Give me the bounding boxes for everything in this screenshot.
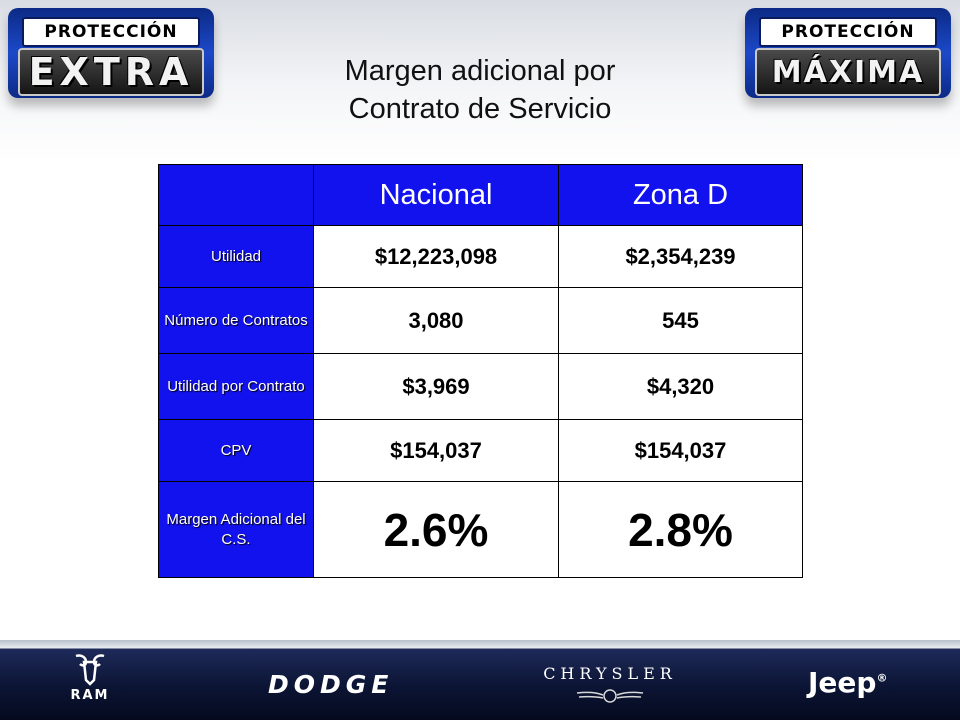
header-empty-cell bbox=[158, 164, 314, 226]
proteccion-maxima-logo: PROTECCIÓN MÁXIMA bbox=[745, 8, 951, 98]
table-row: Utilidad por Contrato $3,969 $4,320 bbox=[158, 353, 803, 420]
margin-table: Nacional Zona D Utilidad $12,223,098 $2,… bbox=[158, 164, 803, 578]
cell-cpv-zona-d: $154,037 bbox=[558, 419, 803, 482]
row-label-utilidad-por-contrato: Utilidad por Contrato bbox=[158, 353, 314, 420]
ram-text: RAM bbox=[70, 688, 110, 703]
table-header-row: Nacional Zona D bbox=[158, 164, 803, 226]
cell-contratos-zona-d: 545 bbox=[558, 287, 803, 354]
jeep-text: Jeep bbox=[808, 666, 877, 699]
table-row: CPV $154,037 $154,037 bbox=[158, 419, 803, 482]
cell-margen-nacional: 2.6% bbox=[313, 481, 559, 578]
logo-top-text: PROTECCIÓN bbox=[759, 17, 937, 47]
proteccion-extra-logo: PROTECCIÓN EXTRA bbox=[8, 8, 214, 98]
brand-footer-bar bbox=[0, 640, 960, 720]
row-label-utilidad: Utilidad bbox=[158, 225, 314, 288]
jeep-logo: Jeep® bbox=[808, 666, 887, 699]
cell-utilidad-contrato-zona-d: $4,320 bbox=[558, 353, 803, 420]
cell-contratos-nacional: 3,080 bbox=[313, 287, 559, 354]
cell-utilidad-contrato-nacional: $3,969 bbox=[313, 353, 559, 420]
title-line-1: Margen adicional por bbox=[344, 55, 616, 87]
row-label-margen-adicional: Margen Adicional del C.S. bbox=[158, 481, 314, 578]
table-row: Número de Contratos 3,080 545 bbox=[158, 287, 803, 354]
logo-bottom-text: EXTRA bbox=[18, 48, 204, 96]
table-row: Utilidad $12,223,098 $2,354,239 bbox=[158, 225, 803, 288]
dodge-logo: DODGE bbox=[268, 670, 394, 699]
jeep-registered-mark: ® bbox=[876, 671, 888, 685]
chrysler-logo: CHRYSLER bbox=[540, 664, 680, 703]
cell-margen-zona-d: 2.8% bbox=[558, 481, 803, 578]
cell-utilidad-nacional: $12,223,098 bbox=[313, 225, 559, 288]
logo-bottom-text: MÁXIMA bbox=[755, 48, 941, 96]
title-line-2: Contrato de Servicio bbox=[348, 93, 612, 125]
chrysler-text: CHRYSLER bbox=[543, 664, 677, 683]
column-header-zona-d: Zona D bbox=[558, 164, 803, 226]
cell-cpv-nacional: $154,037 bbox=[313, 419, 559, 482]
ram-logo: RAM bbox=[60, 652, 120, 703]
column-header-nacional: Nacional bbox=[313, 164, 559, 226]
row-label-cpv: CPV bbox=[158, 419, 314, 482]
row-label-numero-contratos: Número de Contratos bbox=[158, 287, 314, 354]
logo-top-text: PROTECCIÓN bbox=[22, 17, 200, 47]
cell-utilidad-zona-d: $2,354,239 bbox=[558, 225, 803, 288]
table-row: Margen Adicional del C.S. 2.6% 2.8% bbox=[158, 481, 803, 578]
slide-title: Margen adicional por Contrato de Servici… bbox=[250, 52, 710, 128]
ram-head-icon bbox=[75, 654, 105, 686]
chrysler-wings-icon bbox=[576, 689, 644, 703]
